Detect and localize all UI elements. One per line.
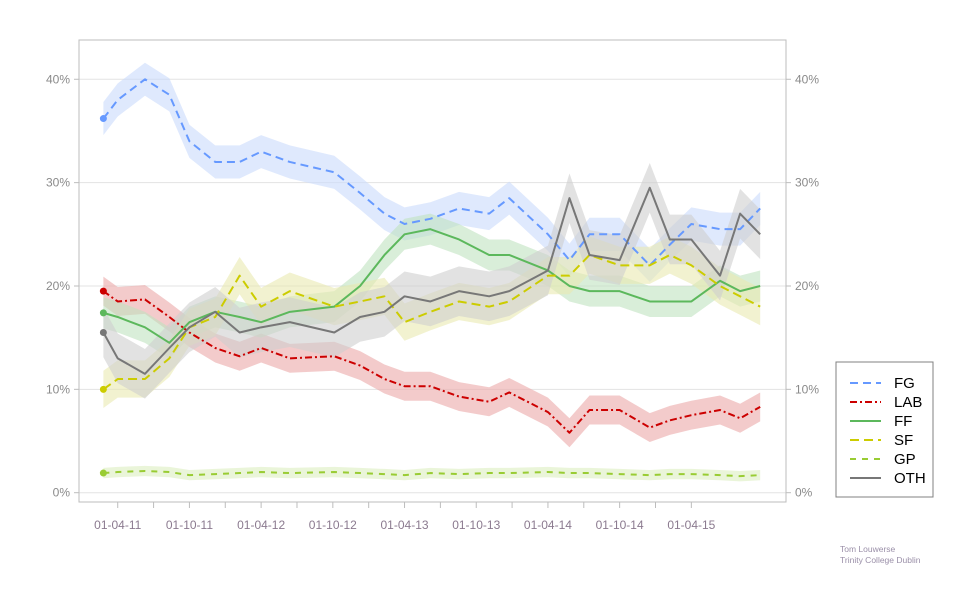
start-point-ff: [99, 309, 107, 317]
legend-label: FG: [894, 375, 915, 392]
start-point-oth: [99, 328, 107, 336]
series-line-ff: [103, 228, 761, 344]
x-tick-label: 01-10-11: [166, 518, 213, 532]
x-tick-label: 01-04-14: [524, 518, 572, 532]
series-line-sf: [102, 253, 761, 391]
x-tick-label: 01-10-13: [452, 518, 500, 532]
legend: FG LAB FF SF GP OTH: [835, 361, 934, 498]
confidence-band-fg: [103, 62, 761, 282]
y-tick-label-right: 40%: [795, 72, 819, 86]
series-line-lab: [102, 290, 761, 434]
series-line-oth: [102, 186, 761, 375]
legend-label: OTH: [894, 470, 926, 487]
start-point-sf: [99, 385, 107, 393]
x-tick-label: 01-10-12: [309, 518, 357, 532]
legend-label: LAB: [894, 394, 922, 411]
y-tick-label-left: 0%: [53, 486, 71, 500]
x-tick-label: 01-04-11: [94, 518, 141, 532]
legend-label: SF: [894, 432, 913, 449]
y-tick-label-right: 20%: [795, 279, 819, 293]
y-tick-label-right: 0%: [795, 486, 813, 500]
plot-frame: [78, 39, 787, 503]
start-point-lab: [99, 287, 107, 295]
x-tick-label: 01-04-13: [381, 518, 429, 532]
confidence-band-lab: [103, 276, 761, 448]
legend-label: FF: [894, 413, 912, 430]
start-point-gp: [99, 469, 107, 477]
x-tick-label: 01-04-15: [667, 518, 715, 532]
y-tick-label-left: 40%: [46, 72, 70, 86]
y-tick-label-left: 30%: [46, 176, 70, 190]
series-line-fg: [102, 78, 761, 267]
y-tick-label-left: 20%: [46, 279, 70, 293]
x-tick-label: 01-10-14: [596, 518, 644, 532]
y-tick-label-right: 30%: [795, 176, 819, 190]
start-point-fg: [99, 115, 107, 123]
confidence-band-oth: [103, 162, 761, 399]
y-tick-label-right: 10%: [795, 382, 819, 396]
x-tick-label: 01-04-12: [237, 518, 285, 532]
credit-author: Tom Louwerse: [840, 544, 896, 554]
credit-institution: Trinity College Dublin: [840, 555, 921, 565]
series-line-gp: [103, 469, 761, 478]
y-tick-label-left: 10%: [46, 382, 70, 396]
legend-label: GP: [894, 451, 916, 468]
legend-box: [835, 361, 934, 498]
